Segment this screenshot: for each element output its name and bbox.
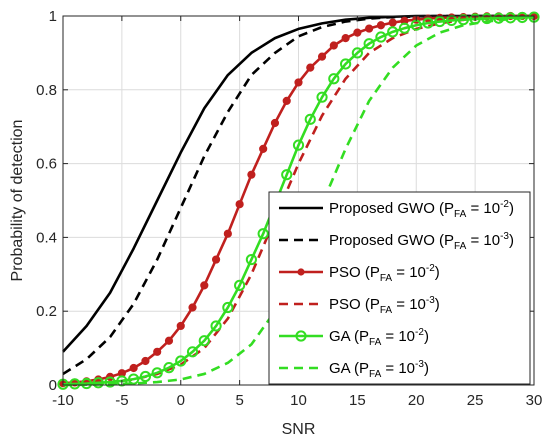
data-point <box>129 363 138 373</box>
data-point <box>175 355 187 367</box>
data-point <box>341 34 350 43</box>
data-point <box>434 15 446 28</box>
data-point <box>104 376 116 388</box>
y-tick-label: 1 <box>49 8 57 25</box>
y-tick-label: 0.6 <box>36 156 57 173</box>
x-tick-label: 5 <box>235 392 243 409</box>
data-point <box>481 12 493 25</box>
x-tick-label: -5 <box>115 392 128 409</box>
data-point <box>329 41 338 50</box>
data-point <box>211 255 221 264</box>
y-tick-label: 0.4 <box>36 229 57 246</box>
data-point <box>387 26 399 38</box>
data-point <box>398 22 411 34</box>
x-tick-label: 30 <box>526 392 543 409</box>
x-tick-label: -10 <box>52 392 74 409</box>
legend-label: GA (PFA = 10-3) <box>329 359 429 380</box>
data-point <box>222 301 234 314</box>
data-point <box>141 356 150 366</box>
data-point <box>235 200 244 209</box>
data-point <box>200 281 209 290</box>
data-point <box>351 47 363 59</box>
legend-label: PSO (PFA = 10-3) <box>329 295 440 316</box>
y-tick-label: 0.2 <box>36 303 57 320</box>
legend-label: GA (PFA = 10-2) <box>329 327 429 348</box>
x-tick-label: 20 <box>408 392 425 409</box>
data-point <box>186 346 199 358</box>
data-point <box>422 17 434 29</box>
data-point <box>375 31 387 43</box>
data-point <box>363 38 375 50</box>
data-point <box>281 169 293 181</box>
data-point <box>328 73 340 85</box>
data-point <box>188 303 197 312</box>
data-point <box>116 375 128 387</box>
data-point <box>92 377 104 389</box>
data-point <box>163 362 175 374</box>
data-point <box>365 24 374 33</box>
data-point <box>316 91 328 103</box>
x-tick-label: 15 <box>349 392 366 409</box>
data-point <box>388 18 397 27</box>
data-point <box>176 321 185 331</box>
y-axis-label: Probability of detection <box>9 120 26 282</box>
legend: Proposed GWO (PFA = 10-2) Proposed GWO (P… <box>268 191 531 385</box>
data-point <box>493 12 505 24</box>
data-point <box>223 229 232 238</box>
legend-item: Proposed GWO (PFA = 10-2) <box>279 199 514 220</box>
data-point <box>245 253 257 266</box>
x-tick-label: 25 <box>467 392 484 409</box>
ticks: -10 -5 0 5 10 15 20 25 30 0 0.2 0.4 0.6 0.8 1 <box>36 8 542 409</box>
data-point <box>340 58 352 70</box>
x-axis-label: SNR <box>282 421 316 438</box>
data-point <box>292 139 305 151</box>
legend-swatch-marker <box>295 330 307 342</box>
legend-label: Proposed GWO (PFA = 10-2) <box>329 199 514 220</box>
x-tick-label: 0 <box>177 392 185 409</box>
legend-item: Proposed GWO (PFA = 10-3) <box>279 231 514 252</box>
data-point <box>282 96 291 105</box>
legend-item: GA (PFA = 10-2) <box>279 327 429 348</box>
data-point <box>210 320 222 332</box>
data-point <box>257 228 269 240</box>
data-point <box>353 28 362 37</box>
data-point <box>164 336 174 345</box>
legend-item: GA (PFA = 10-3) <box>279 359 429 380</box>
legend-label: Proposed GWO (PFA = 10-3) <box>329 231 514 252</box>
data-point <box>457 14 469 26</box>
data-point <box>376 21 386 30</box>
data-point <box>306 63 315 72</box>
legend-swatch-marker <box>297 268 305 276</box>
legend-label: PSO (PFA = 10-2) <box>329 263 440 284</box>
data-point <box>294 78 303 87</box>
y-tick-label: 0.8 <box>36 82 57 99</box>
data-point <box>153 347 162 356</box>
data-point <box>259 144 268 153</box>
data-point <box>128 373 140 385</box>
data-point <box>198 335 210 347</box>
data-point <box>304 113 316 125</box>
data-point <box>247 170 256 179</box>
data-point <box>234 279 246 291</box>
legend-item: PSO (PFA = 10-2) <box>279 263 440 284</box>
legend-box <box>268 191 531 385</box>
data-point <box>139 370 152 383</box>
x-tick-label: 10 <box>290 392 307 409</box>
y-tick-label: 0 <box>49 377 57 394</box>
data-point <box>317 52 327 61</box>
data-point <box>151 367 163 379</box>
series-5 <box>57 11 540 390</box>
data-point <box>270 118 280 128</box>
legend-item: PSO (PFA = 10-3) <box>279 295 440 316</box>
